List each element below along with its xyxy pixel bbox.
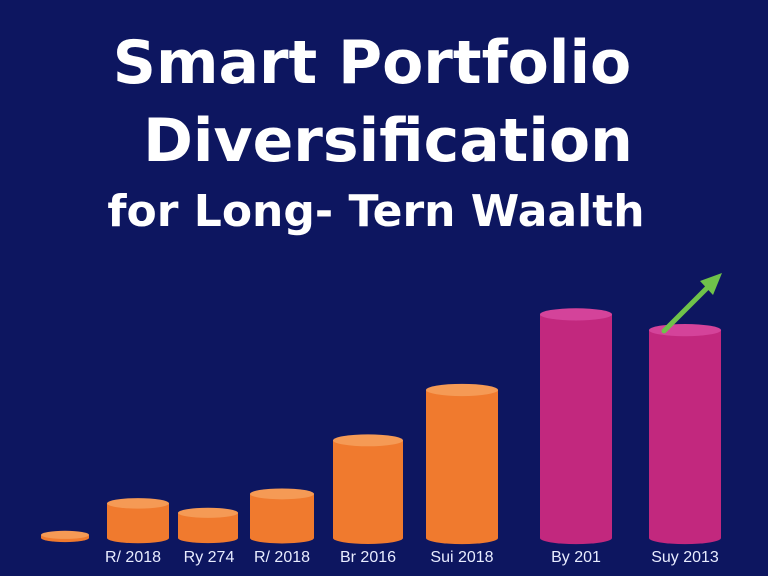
x-tick-label: Sui 2018 xyxy=(430,549,493,566)
title-line-2: Diversification xyxy=(143,106,633,176)
tick-label-group: R/ 2018 Ry 274 R/ 2018 Br 2016 Sui 2018 By 20… xyxy=(105,549,719,566)
bar-body xyxy=(540,314,612,538)
bar-base xyxy=(333,532,403,544)
bar-base xyxy=(178,532,238,544)
bar-base xyxy=(107,532,169,544)
trend-arrow-icon xyxy=(661,273,722,334)
bar-base xyxy=(649,531,721,545)
bar-top xyxy=(333,434,403,447)
bar-top xyxy=(540,308,612,321)
bar-base xyxy=(540,531,612,545)
bar-group xyxy=(41,308,721,545)
x-tick-label: R/ 2018 xyxy=(105,549,161,566)
bar-body xyxy=(649,330,721,538)
title-line-1: Smart Portfolio xyxy=(112,28,632,98)
x-tick-label: Suy 2013 xyxy=(651,549,719,566)
bar-top xyxy=(107,498,169,509)
bar-4 xyxy=(333,434,403,544)
bar-base xyxy=(250,532,314,544)
bar-body xyxy=(107,503,169,538)
bar-5 xyxy=(426,383,498,545)
x-tick-label: R/ 2018 xyxy=(254,549,310,566)
bar-0 xyxy=(41,530,89,543)
bar-top xyxy=(649,323,721,337)
bar-3 xyxy=(250,488,314,544)
bar-body xyxy=(250,493,314,538)
bar-6 xyxy=(540,308,612,545)
bar-2 xyxy=(178,507,238,544)
bar-7 xyxy=(649,323,721,545)
x-tick-label: Br 2016 xyxy=(340,549,396,566)
bar-top xyxy=(178,507,238,518)
bar-body xyxy=(426,389,498,538)
x-tick-label: By 201 xyxy=(551,549,601,566)
title-line-3: for Long- Tern Waalth xyxy=(107,186,645,237)
bar-body xyxy=(333,440,403,538)
bar-base xyxy=(426,531,498,545)
bar-top xyxy=(426,383,498,397)
bar-top xyxy=(41,530,89,539)
x-tick-label: Ry 274 xyxy=(184,549,235,566)
bar-top xyxy=(250,488,314,500)
bar-1 xyxy=(107,498,169,544)
